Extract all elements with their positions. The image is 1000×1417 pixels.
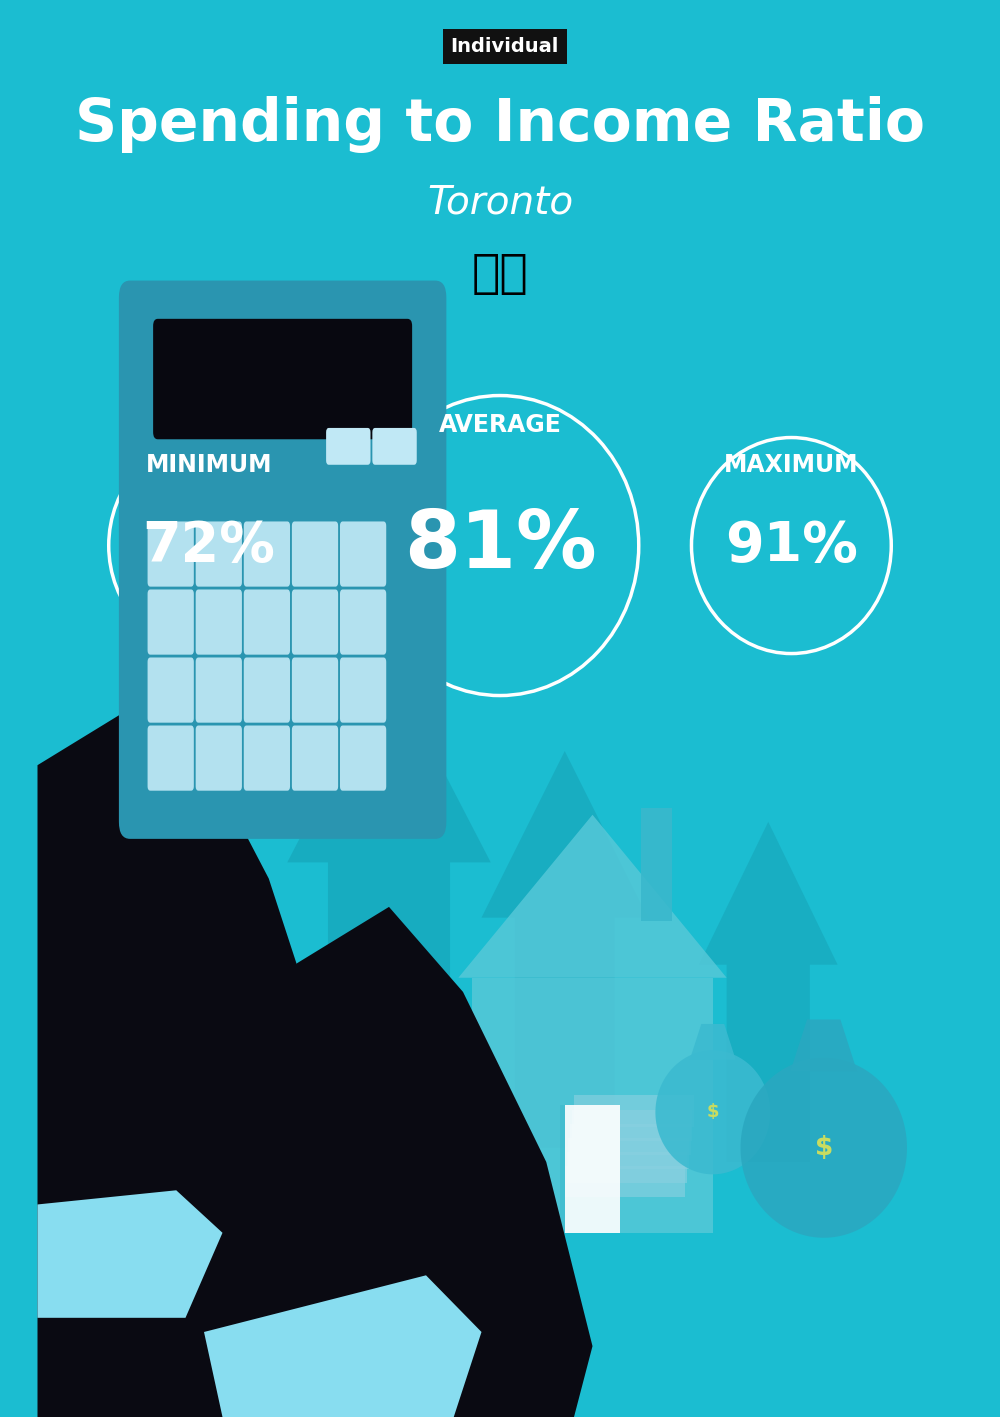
FancyBboxPatch shape bbox=[292, 589, 338, 655]
Text: 🇨🇦: 🇨🇦 bbox=[472, 252, 528, 298]
Polygon shape bbox=[37, 708, 361, 1417]
FancyBboxPatch shape bbox=[119, 281, 446, 839]
Bar bbox=[570, 1124, 691, 1155]
Text: 72%: 72% bbox=[142, 519, 275, 572]
FancyBboxPatch shape bbox=[292, 521, 338, 587]
Polygon shape bbox=[148, 907, 592, 1417]
Polygon shape bbox=[655, 1050, 770, 1175]
FancyBboxPatch shape bbox=[340, 726, 386, 791]
FancyBboxPatch shape bbox=[340, 589, 386, 655]
Polygon shape bbox=[690, 1024, 736, 1060]
Polygon shape bbox=[741, 1057, 907, 1238]
Bar bbox=[567, 1152, 687, 1183]
FancyBboxPatch shape bbox=[148, 726, 194, 791]
FancyBboxPatch shape bbox=[244, 726, 290, 791]
FancyBboxPatch shape bbox=[244, 657, 290, 723]
Polygon shape bbox=[37, 1190, 222, 1318]
Bar bbox=[565, 1105, 620, 1233]
Text: $: $ bbox=[815, 1135, 833, 1161]
FancyBboxPatch shape bbox=[148, 657, 194, 723]
Text: Spending to Income Ratio: Spending to Income Ratio bbox=[75, 96, 925, 153]
FancyBboxPatch shape bbox=[196, 657, 242, 723]
FancyBboxPatch shape bbox=[244, 521, 290, 587]
FancyBboxPatch shape bbox=[372, 428, 417, 465]
FancyBboxPatch shape bbox=[244, 589, 290, 655]
Text: Toronto: Toronto bbox=[427, 184, 573, 221]
Text: 91%: 91% bbox=[725, 519, 858, 572]
FancyBboxPatch shape bbox=[340, 521, 386, 587]
Bar bbox=[560, 1105, 565, 1233]
Bar bbox=[565, 1166, 685, 1197]
Polygon shape bbox=[204, 1275, 482, 1417]
FancyBboxPatch shape bbox=[196, 589, 242, 655]
Polygon shape bbox=[482, 751, 648, 1148]
FancyBboxPatch shape bbox=[292, 657, 338, 723]
Text: $: $ bbox=[706, 1104, 719, 1121]
Text: Individual: Individual bbox=[450, 37, 559, 57]
Text: AVERAGE: AVERAGE bbox=[439, 414, 561, 436]
FancyBboxPatch shape bbox=[148, 521, 194, 587]
FancyBboxPatch shape bbox=[196, 521, 242, 587]
Polygon shape bbox=[699, 822, 838, 1162]
Bar bbox=[572, 1110, 692, 1141]
FancyBboxPatch shape bbox=[196, 726, 242, 791]
Bar bbox=[574, 1095, 694, 1127]
Bar bbox=[472, 978, 713, 1233]
Polygon shape bbox=[287, 666, 491, 1134]
Text: MINIMUM: MINIMUM bbox=[145, 453, 272, 476]
FancyBboxPatch shape bbox=[153, 319, 412, 439]
Polygon shape bbox=[458, 815, 727, 978]
FancyBboxPatch shape bbox=[326, 428, 371, 465]
Polygon shape bbox=[790, 1019, 857, 1071]
FancyBboxPatch shape bbox=[292, 726, 338, 791]
Text: MAXIMUM: MAXIMUM bbox=[724, 453, 859, 476]
Text: 81%: 81% bbox=[404, 506, 596, 585]
FancyBboxPatch shape bbox=[340, 657, 386, 723]
Bar bbox=[641, 808, 672, 921]
FancyBboxPatch shape bbox=[148, 589, 194, 655]
Bar bbox=[568, 1138, 689, 1169]
